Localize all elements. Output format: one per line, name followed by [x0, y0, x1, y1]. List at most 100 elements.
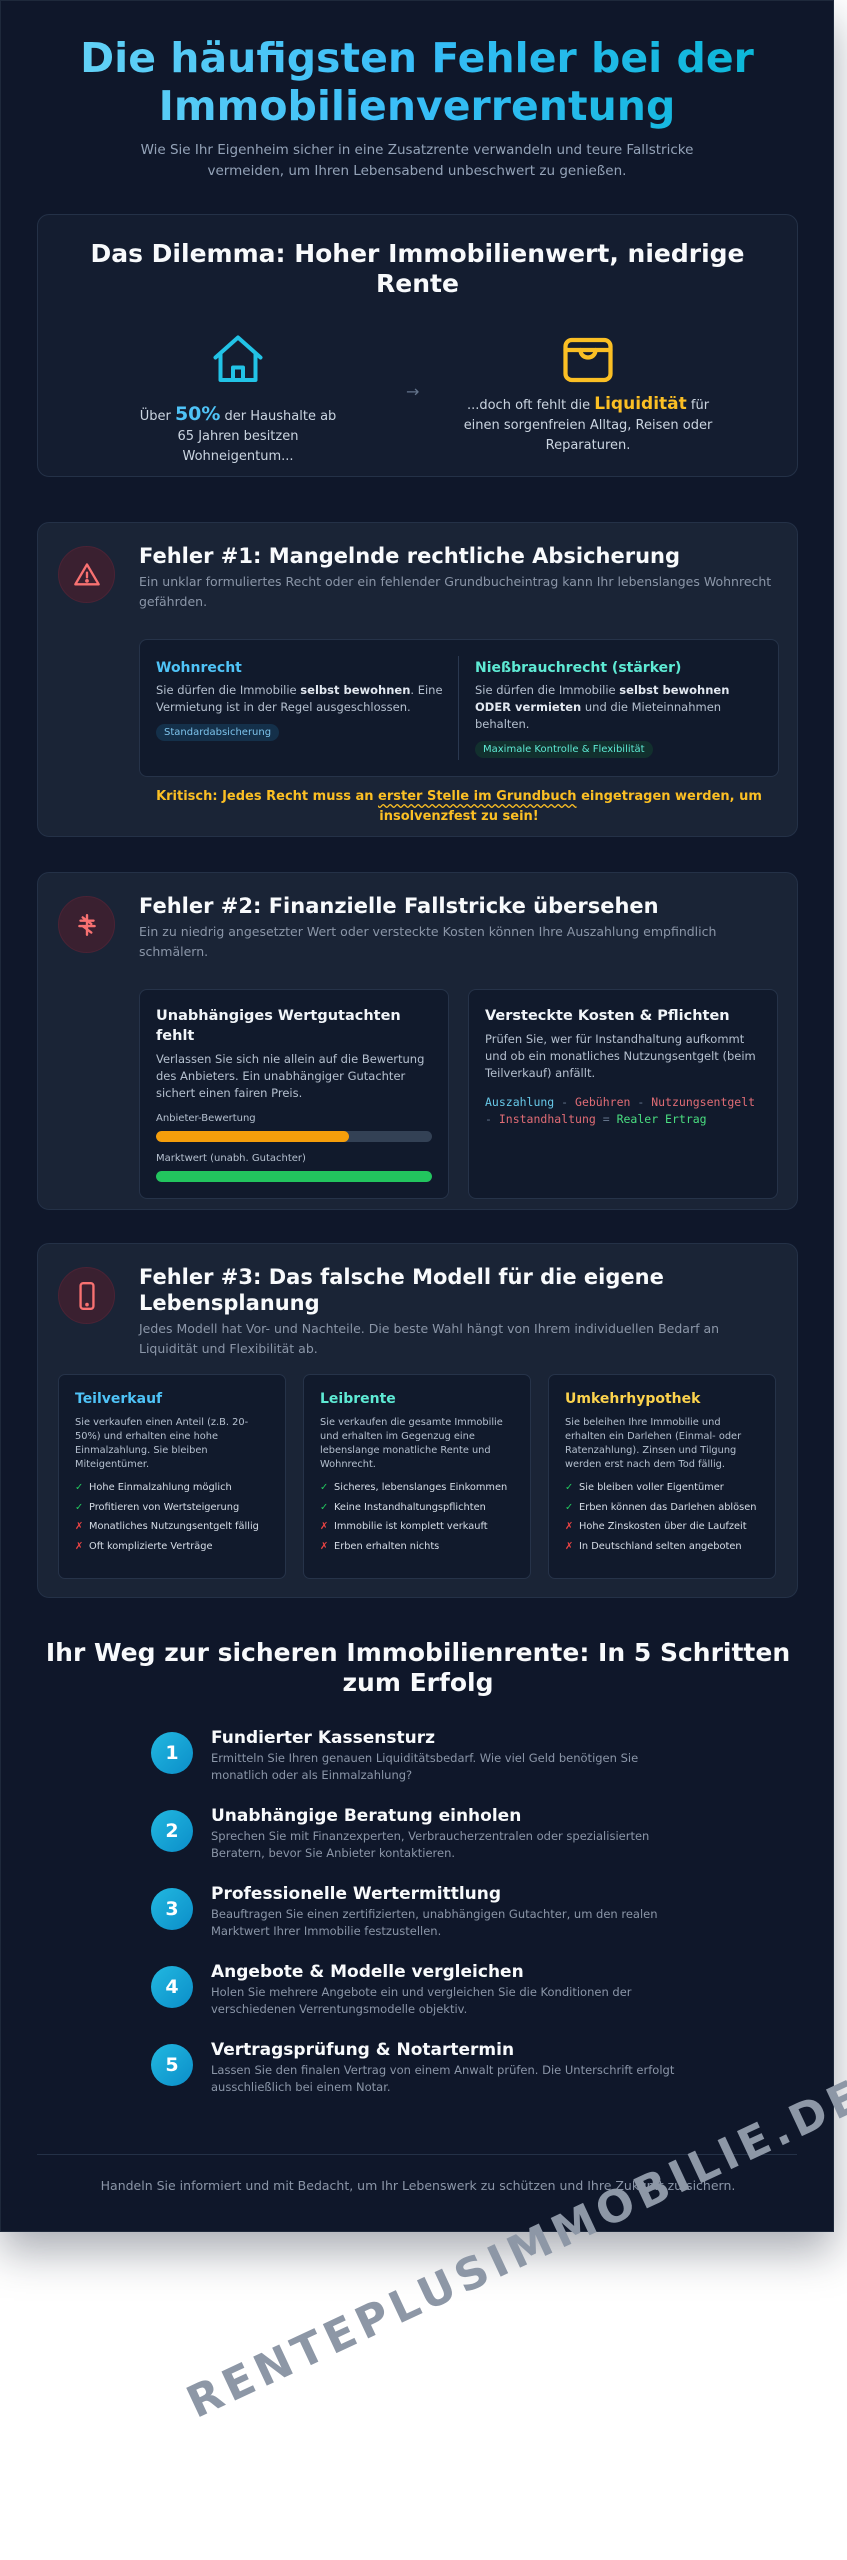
- error-description: Ein zu niedrig angesetzter Wert oder ver…: [139, 924, 717, 959]
- cross-icon: ✗: [320, 1521, 329, 1532]
- cost-formula: Auszahlung - Gebühren - Nutzungsentgelt …: [485, 1095, 756, 1126]
- con-item: ✗ Immobilie ist komplett verkauft: [320, 1517, 514, 1537]
- model-umkehrhypothek: Umkehrhypothek Sie beleihen Ihre Immobil…: [548, 1374, 776, 1579]
- steps-list: 1 Fundierter Kassensturz Ermitteln Sie I…: [151, 1728, 711, 2121]
- liquidity-highlight: Liquidität: [594, 394, 687, 414]
- error-title: Fehler #3: Das falsche Modell für die ei…: [139, 1265, 664, 1315]
- error-header: Fehler #2: Finanzielle Fallstricke übers…: [139, 893, 777, 962]
- check-icon: ✓: [75, 1501, 84, 1513]
- dilemma-right-prefix: ...doch oft fehlt die: [466, 398, 595, 413]
- error-header: Fehler #1: Mangelnde rechtliche Absicher…: [139, 543, 777, 612]
- infographic-page: Die häufigsten Fehler bei der Immobilien…: [0, 0, 834, 2232]
- step-description: Ermitteln Sie Ihren genauen Liquiditätsb…: [211, 1751, 639, 1782]
- con-item: ✗ Oft komplizierte Verträge: [75, 1537, 269, 1557]
- hero-header: Die häufigsten Fehler bei der Immobilien…: [1, 1, 833, 182]
- check-icon: ✓: [75, 1482, 84, 1493]
- con-item: ✗ Monatliches Nutzungsentgelt fällig: [75, 1517, 269, 1537]
- model-title: Umkehrhypothek: [565, 1391, 701, 1407]
- pro-item: ✓ Keine Instandhaltungspflichten: [320, 1498, 514, 1518]
- con-item: ✗ Hohe Zinskosten über die Laufzeit: [565, 1517, 759, 1537]
- error-card-2: Fehler #2: Finanzielle Fallstricke übers…: [37, 872, 798, 1210]
- market-value-bar: [156, 1171, 432, 1182]
- cross-icon: ✗: [565, 1521, 574, 1532]
- dilemma-card: Das Dilemma: Hoher Immobilienwert, niedr…: [37, 214, 798, 477]
- model-text: Sie verkaufen einen Anteil (z.B. 20-50%)…: [75, 1417, 249, 1470]
- niessbrauch-text: Sie dürfen die Immobilie selbst bewohnen…: [475, 683, 730, 731]
- step-description: Sprechen Sie mit Finanzexperten, Verbrau…: [211, 1829, 650, 1860]
- cross-icon: ✗: [75, 1540, 84, 1552]
- dilemma-row: Über 50% der Haushalte ab 65 Jahren besi…: [38, 330, 797, 464]
- step-number-badge: 4: [151, 1966, 193, 2008]
- dilemma-right-suffix: für einen sorgenfreien Alltag, Reisen od…: [463, 398, 713, 453]
- step-title: Vertragsprüfung & Notartermin: [211, 2040, 515, 2060]
- stat-50-percent: 50%: [174, 403, 221, 425]
- valuation-card: Unabhängiges Wertgutachten fehlt Verlass…: [139, 989, 449, 1199]
- pro-item: ✓ Sicheres, lebenslanges Einkommen: [320, 1478, 514, 1498]
- check-icon: ✓: [565, 1501, 574, 1513]
- provider-valuation-bar: [156, 1131, 432, 1142]
- phone-icon: [58, 1267, 115, 1324]
- divider: [458, 656, 459, 760]
- max-control-badge: Maximale Kontrolle & Flexibilität: [475, 741, 653, 758]
- model-text: Sie beleihen Ihre Immobilie und erhalten…: [565, 1417, 742, 1470]
- model-title: Teilverkauf: [75, 1391, 163, 1407]
- page-title: Die häufigsten Fehler bei der Immobilien…: [37, 34, 797, 130]
- dilemma-left: Über 50% der Haushalte ab 65 Jahren besi…: [138, 330, 338, 467]
- con-item: ✗ In Deutschland selten angeboten: [565, 1537, 759, 1557]
- step-number-badge: 1: [151, 1732, 193, 1774]
- niessbrauch-column: Nießbrauchrecht (stärker) Sie dürfen die…: [475, 658, 765, 758]
- step-item: 2 Unabhängige Beratung einholen Sprechen…: [151, 1806, 711, 1887]
- wohnrecht-column: Wohnrecht Sie dürfen die Immobilie selbs…: [156, 658, 446, 741]
- page-subtitle: Wie Sie Ihr Eigenheim sicher in eine Zus…: [140, 142, 694, 179]
- arrow-right-icon: →: [406, 382, 420, 401]
- error-title: Fehler #2: Finanzielle Fallstricke übers…: [139, 894, 659, 918]
- footer-divider: [37, 2154, 797, 2155]
- cross-icon: ✗: [75, 1521, 84, 1532]
- model-comparison: Teilverkauf Sie verkaufen einen Anteil (…: [58, 1374, 778, 1579]
- market-value-label: Marktwert (unabh. Gutachter): [156, 1153, 306, 1164]
- provider-valuation-fill: [156, 1131, 350, 1142]
- dilemma-left-suffix: der Haushalte ab 65 Jahren besitzen Wohn…: [177, 409, 337, 464]
- model-text: Sie verkaufen die gesamte Immobilie und …: [320, 1417, 503, 1470]
- market-value-fill: [156, 1171, 432, 1182]
- pros-cons-list: ✓ Sie bleiben voller Eigentümer ✓ Erben kö…: [565, 1478, 759, 1556]
- check-icon: ✓: [320, 1501, 329, 1513]
- error-title: Fehler #1: Mangelnde rechtliche Absicher…: [139, 544, 681, 568]
- con-item: ✗ Erben erhalten nichts: [320, 1537, 514, 1557]
- check-icon: ✓: [320, 1482, 329, 1493]
- dilemma-right: ...doch oft fehlt die Liquidität für ein…: [458, 330, 718, 456]
- step-title: Angebote & Modelle vergleichen: [211, 1962, 524, 1982]
- valuation-title: Unabhängiges Wertgutachten fehlt: [156, 1008, 401, 1044]
- house-icon: [138, 330, 338, 390]
- step-number-badge: 2: [151, 1810, 193, 1852]
- error-card-1: Fehler #1: Mangelnde rechtliche Absicher…: [37, 522, 798, 837]
- standard-badge: Standardabsicherung: [156, 724, 280, 741]
- wallet-icon: [458, 330, 718, 390]
- pro-item: ✓ Sie bleiben voller Eigentümer: [565, 1478, 759, 1498]
- dilemma-title: Das Dilemma: Hoher Immobilienwert, niedr…: [90, 239, 745, 298]
- footer-text: Handeln Sie informiert und mit Bedacht, …: [100, 2178, 736, 2193]
- step-description: Lassen Sie den finalen Vertrag von einem…: [211, 2063, 675, 2094]
- model-teilverkauf: Teilverkauf Sie verkaufen einen Anteil (…: [58, 1374, 286, 1579]
- money-strike-icon: [58, 896, 115, 953]
- niessbrauch-title: Nießbrauchrecht (stärker): [475, 660, 682, 676]
- pro-item: ✓ Profitieren von Wertsteigerung: [75, 1498, 269, 1518]
- step-description: Beauftragen Sie einen zertifizierten, un…: [211, 1907, 658, 1938]
- step-number-badge: 3: [151, 1888, 193, 1930]
- pro-item: ✓ Erben können das Darlehen ablösen: [565, 1498, 759, 1518]
- valuation-text: Verlassen Sie sich nie allein auf die Be…: [156, 1052, 425, 1100]
- model-leibrente: Leibrente Sie verkaufen die gesamte Immo…: [303, 1374, 531, 1579]
- step-number-badge: 5: [151, 2044, 193, 2086]
- step-title: Professionelle Wertermittlung: [211, 1884, 502, 1904]
- hidden-costs-title: Versteckte Kosten & Pflichten: [485, 1008, 730, 1024]
- cross-icon: ✗: [565, 1540, 574, 1552]
- error-header: Fehler #3: Das falsche Modell für die ei…: [139, 1264, 777, 1359]
- error-card-3: Fehler #3: Das falsche Modell für die ei…: [37, 1243, 798, 1598]
- step-description: Holen Sie mehrere Angebote ein und vergl…: [211, 1985, 632, 2016]
- step-item: 5 Vertragsprüfung & Notartermin Lassen S…: [151, 2040, 711, 2121]
- rights-comparison: Wohnrecht Sie dürfen die Immobilie selbs…: [139, 639, 779, 777]
- model-title: Leibrente: [320, 1391, 396, 1407]
- warning-icon: [58, 546, 115, 603]
- pro-item: ✓ Hohe Einmalzahlung möglich: [75, 1478, 269, 1498]
- provider-valuation-label: Anbieter-Bewertung: [156, 1113, 256, 1124]
